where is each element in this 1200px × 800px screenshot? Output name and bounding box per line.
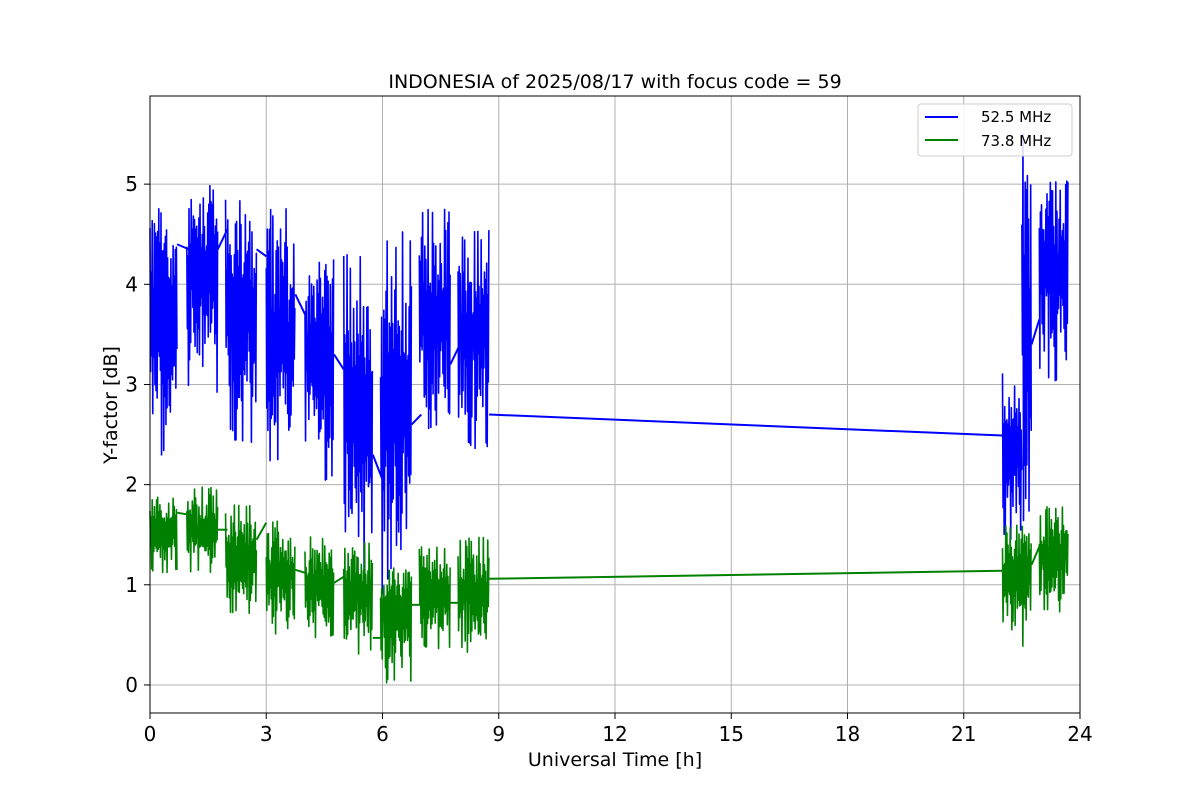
y-axis-label: Y-factor [dB] [100,346,122,465]
x-tick-label: 0 [144,722,157,746]
data-burst [304,536,335,639]
connector-line [1030,319,1041,345]
x-tick-label: 6 [376,722,389,746]
x-tick-label: 18 [835,722,860,746]
y-ticks: 0 1 2 3 4 5 [125,172,150,697]
series-52-5-MHz [149,133,1069,595]
connector-line [255,522,268,541]
connector-line [410,413,422,426]
connector-line [489,569,1003,580]
data-burst [186,486,219,574]
chart-title: INDONESIA of 2025/08/17 with focus code … [388,71,841,93]
y-tick-label: 1 [125,573,138,597]
connector-line [1030,546,1041,566]
data-burst [149,208,178,456]
x-tick-label: 12 [602,722,627,746]
x-ticks: 0 3 6 9 12 15 18 21 24 [144,713,1093,746]
x-tick-label: 15 [719,722,744,746]
data-burst [265,208,296,462]
data-burst [1021,133,1033,522]
data-burst [457,230,490,450]
data-burst [1038,180,1069,382]
legend-label-73-8: 73.8 MHz [981,132,1051,150]
data-burst [1001,524,1032,647]
connector-line [371,454,384,480]
y-tick-label: 4 [125,272,138,296]
data-burst [418,208,451,430]
data-burst [149,496,178,574]
y-tick-label: 3 [125,372,138,396]
x-axis-label: Universal Time [h] [528,749,702,771]
data-burst [186,184,219,393]
connector-line [489,413,1003,437]
series-73-8-MHz [149,486,1069,684]
y-tick-label: 0 [125,673,138,697]
data-burst [379,567,413,684]
y-tick-label: 5 [125,172,138,196]
x-tick-label: 9 [492,722,505,746]
data-burst [457,536,490,653]
connector-line [333,353,345,370]
data-burst [224,199,258,444]
x-tick-label: 24 [1067,722,1092,746]
x-tick-label: 3 [260,722,273,746]
x-tick-label: 21 [951,722,976,746]
data-burst [379,231,413,595]
legend-label-52-5: 52.5 MHz [981,108,1051,126]
y-tick-label: 2 [125,473,138,497]
connector-line [294,293,306,315]
data-burst [342,253,374,585]
connector-line [333,575,345,584]
data-burst [418,546,451,650]
connector-line [295,568,306,574]
data-burst [1038,506,1069,613]
data-burst [304,259,335,481]
data-burst [342,542,374,655]
series-layer [149,133,1069,684]
connector-line [255,248,267,258]
data-burst [1001,373,1023,541]
data-burst [265,520,296,635]
data-burst [224,504,258,615]
legend: 52.5 MHz 73.8 MHz [917,103,1073,157]
